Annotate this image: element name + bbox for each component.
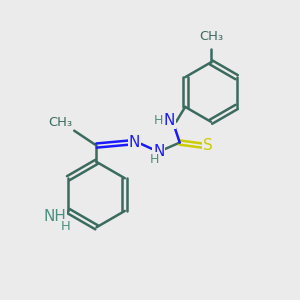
Text: S: S — [203, 138, 213, 153]
Text: N: N — [129, 135, 140, 150]
Text: H: H — [154, 114, 163, 127]
Text: N: N — [164, 113, 175, 128]
Text: H: H — [150, 153, 159, 166]
Text: CH₃: CH₃ — [199, 30, 223, 43]
Text: NH: NH — [44, 209, 66, 224]
Text: CH₃: CH₃ — [49, 116, 73, 129]
Text: N: N — [153, 144, 165, 159]
Text: H: H — [61, 220, 71, 233]
